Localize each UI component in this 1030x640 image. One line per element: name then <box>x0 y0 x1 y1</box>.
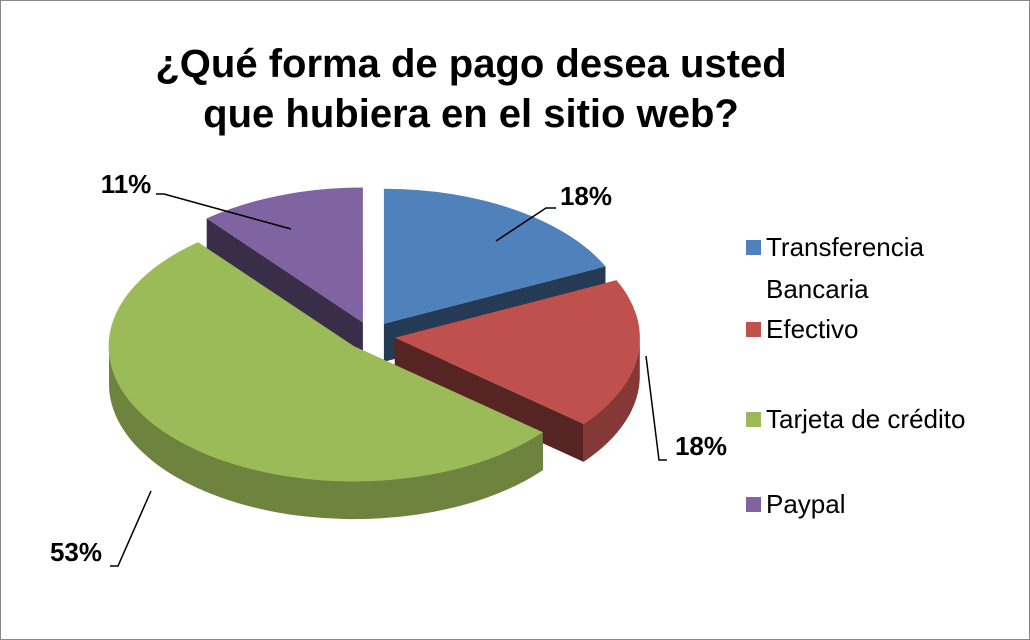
data-label: 18% <box>560 181 612 211</box>
legend-label: Tarjeta de crédito <box>766 404 966 434</box>
legend-label: Efectivo <box>766 314 859 344</box>
slice-top <box>206 187 363 323</box>
leader-line <box>110 490 152 567</box>
legend-swatch <box>746 497 761 512</box>
data-label: 18% <box>675 431 727 461</box>
slice-top <box>383 188 606 324</box>
data-label: 53% <box>50 537 102 567</box>
legend-label: Transferencia Bancaria <box>766 232 924 304</box>
leader-line <box>156 193 292 230</box>
pie-slice <box>108 242 543 520</box>
slice-outer-wall <box>109 346 543 520</box>
legend-label: Paypal <box>766 489 846 519</box>
slice-top <box>108 242 543 482</box>
legend-swatch <box>746 412 761 427</box>
slice-cut-face <box>206 218 363 361</box>
leader-line <box>495 207 556 242</box>
data-label: 11% <box>101 169 152 199</box>
leader-line <box>645 355 667 461</box>
legend-swatch <box>746 240 761 255</box>
legend-swatch <box>746 322 761 337</box>
slice-outer-wall <box>583 337 640 462</box>
chart-title: ¿Qué forma de pago desea usted que hubie… <box>155 42 787 136</box>
slice-top <box>394 280 640 424</box>
pie-slice <box>206 187 363 361</box>
